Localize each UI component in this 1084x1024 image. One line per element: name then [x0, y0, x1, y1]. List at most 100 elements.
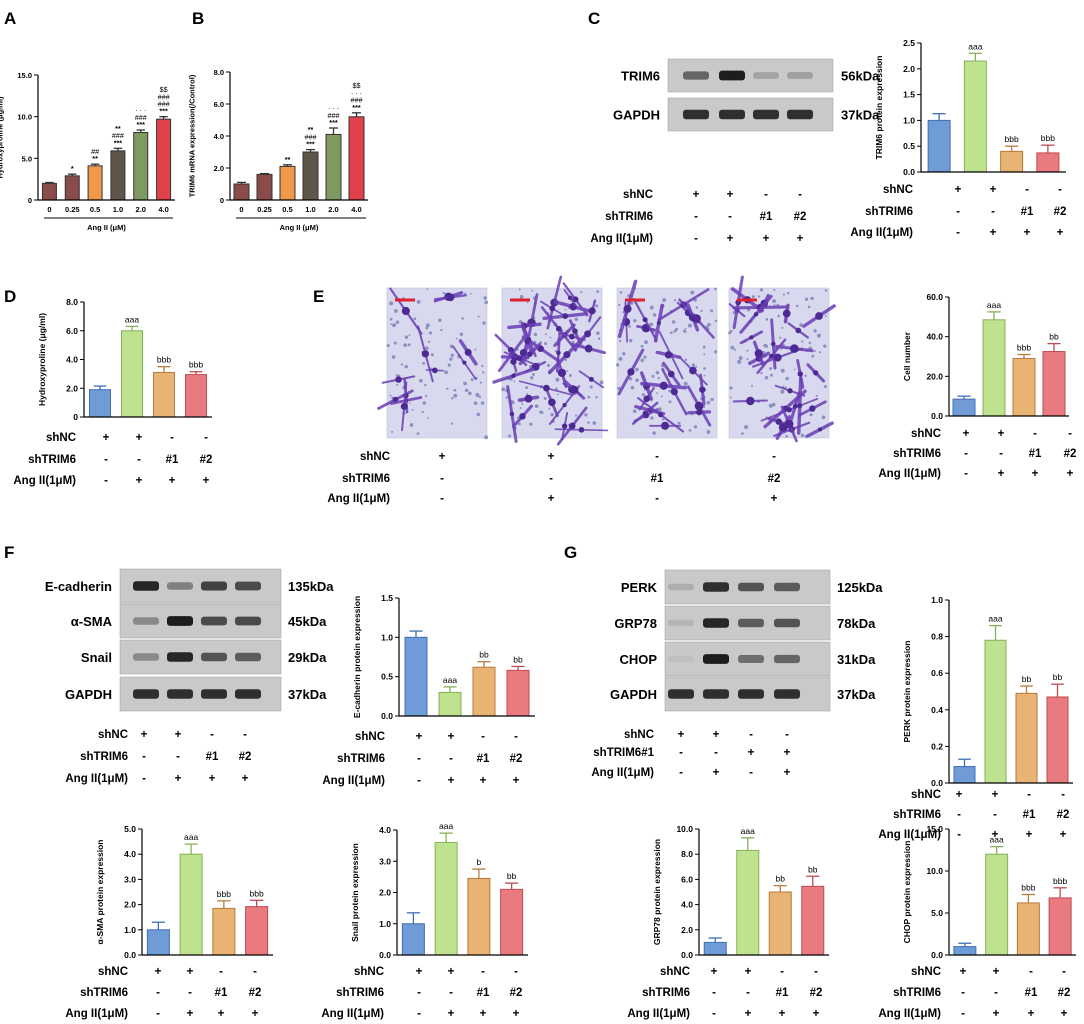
- cell-nucleus: [563, 351, 571, 359]
- significance-label: ###: [135, 113, 147, 122]
- condition-value: -: [712, 987, 716, 999]
- cell-nucleus: [754, 349, 763, 358]
- cell-nucleus: [526, 337, 532, 342]
- blot-band: [738, 618, 764, 628]
- significance-label: bbb: [189, 360, 203, 370]
- conditions-g3: shNC + + - - shTRIM6 - - #1 #2 Ang II(1μM) - + + +: [878, 966, 1070, 1020]
- pore-dot: [438, 318, 442, 323]
- significance-label: ###: [112, 131, 124, 140]
- cell-nucleus: [519, 349, 528, 357]
- pore-dot: [544, 342, 548, 346]
- condition-value: #2: [510, 753, 523, 765]
- conditions-c-chart: shNC + + - - shTRIM6 - - #1 #2 Ang II(1μM) - + + +: [850, 184, 1066, 239]
- y-tick-label: 1.0: [379, 919, 391, 929]
- y-tick-label: 0.2: [931, 741, 943, 751]
- blot-protein-label: GAPDH: [613, 108, 660, 123]
- pore-dot: [393, 341, 397, 345]
- pore-dot: [768, 403, 773, 408]
- significance-label: · · ·: [135, 106, 146, 115]
- pore-dot: [690, 290, 695, 295]
- significance-label: bb: [479, 650, 489, 660]
- condition-value: +: [416, 966, 423, 978]
- y-tick-label: 0.0: [931, 778, 943, 788]
- condition-value: +: [763, 233, 770, 245]
- conditions-f-blot: shNC + + - - shTRIM6 - - #1 #2 Ang II(1μM) - + + +: [65, 729, 251, 785]
- pore-dot: [564, 308, 567, 311]
- significance-label: ***: [159, 107, 168, 116]
- condition-value: #1: [477, 753, 490, 765]
- bar: [302, 151, 319, 201]
- pore-dot: [813, 350, 816, 353]
- row-label: shTRIM6: [893, 809, 941, 821]
- condition-value: -: [772, 451, 776, 463]
- significance-label: aaa: [443, 675, 457, 685]
- pore-dot: [738, 356, 743, 360]
- conditions-f2: shNC + + - - shTRIM6 - - #1 #2 Ang II(1μM) - + + +: [65, 966, 261, 1020]
- pore-dot: [651, 374, 655, 378]
- cell-nucleus: [769, 353, 774, 359]
- condition-value: +: [990, 184, 997, 196]
- condition-value: #1: [1021, 206, 1034, 218]
- bar: [185, 374, 207, 418]
- pore-dot: [447, 363, 451, 367]
- cell-nucleus: [572, 296, 579, 303]
- significance-label: **: [308, 125, 314, 134]
- x-tick-label: 0: [239, 205, 243, 214]
- pore-dot: [516, 416, 520, 419]
- pore-dot: [430, 353, 434, 357]
- row-label: shTRIM6: [80, 987, 128, 999]
- bar: [434, 842, 458, 956]
- pore-dot: [662, 298, 667, 303]
- pore-dot: [425, 394, 428, 398]
- condition-value: -: [156, 1008, 160, 1020]
- condition-value: +: [797, 233, 804, 245]
- pore-dot: [404, 364, 408, 369]
- condition-value: -: [957, 829, 961, 841]
- condition-value: #1: [651, 473, 664, 485]
- chart-G3: 0.0 5.0 10.0 15.0 aaa bbb bbb CHOP protein expr…: [902, 824, 1076, 960]
- cell-nucleus: [642, 410, 648, 416]
- condition-value: #1: [206, 751, 219, 763]
- condition-value: -: [961, 1008, 965, 1020]
- condition-value: #2: [810, 987, 823, 999]
- blot-f: E-cadherin 135kDa α-SMA 45kDa Snail 29kDa GAPD…: [45, 568, 334, 712]
- condition-value: -: [104, 454, 108, 466]
- condition-value: +: [548, 493, 555, 505]
- condition-value: +: [175, 729, 182, 741]
- micrograph-4: [728, 275, 836, 443]
- x-tick-label: 0.25: [65, 205, 80, 214]
- pore-dot: [729, 396, 732, 399]
- y-axis-label: GRP78 protein expression: [652, 839, 662, 945]
- pore-dot: [474, 348, 477, 351]
- pore-dot: [710, 309, 714, 313]
- pore-dot: [707, 322, 711, 327]
- row-label: Ang II(1μM): [321, 1008, 384, 1020]
- pore-dot: [532, 373, 535, 376]
- pore-dot: [810, 296, 814, 301]
- pore-dot: [693, 425, 698, 429]
- pore-dot: [518, 288, 521, 291]
- image-layer: TRIM6 56kDa GAPDH 37kDa E-cadherin 135kDa α-SM…: [45, 58, 883, 712]
- y-tick-label: 8.0: [681, 849, 693, 859]
- condition-value: +: [1061, 1008, 1068, 1020]
- row-label: Ang II(1μM): [65, 1008, 128, 1020]
- condition-value: +: [136, 475, 143, 487]
- condition-value: +: [711, 966, 718, 978]
- pore-dot: [389, 301, 394, 306]
- cell-nucleus: [813, 370, 819, 376]
- condition-value: +: [136, 432, 143, 444]
- y-tick-label: 0: [28, 196, 32, 205]
- condition-value: -: [956, 206, 960, 218]
- condition-value: +: [218, 1008, 225, 1020]
- condition-value: -: [514, 731, 518, 743]
- pore-dot: [596, 331, 600, 335]
- pore-dot: [824, 315, 827, 317]
- pore-dot: [695, 306, 699, 309]
- condition-value: -: [514, 966, 518, 978]
- pore-dot: [657, 377, 660, 380]
- y-tick-label: 4.0: [379, 825, 391, 835]
- condition-value: +: [1026, 829, 1033, 841]
- condition-value: #1: [166, 454, 179, 466]
- blot-band: [167, 652, 193, 662]
